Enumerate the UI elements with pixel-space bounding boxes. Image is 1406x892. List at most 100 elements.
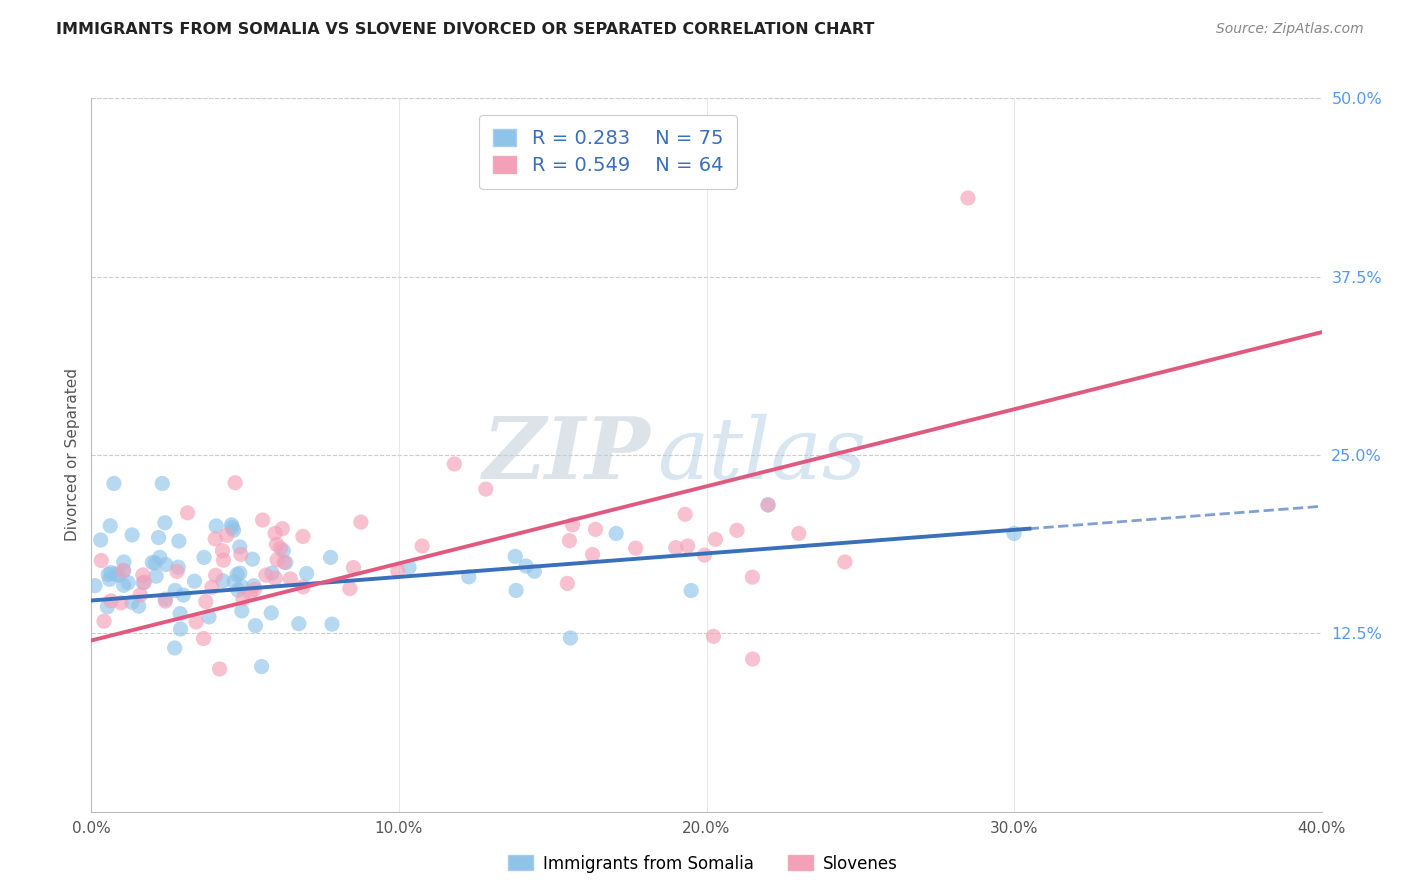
Point [673,508,696,522]
Point [560,631,582,645]
Point [557,576,579,591]
Point [169,607,191,621]
Point [224,475,246,490]
Point [193,550,215,565]
Point [278,572,301,586]
Point [457,570,479,584]
Point [134,575,156,590]
Legend: R = 0.283    N = 75, R = 0.549    N = 64: R = 0.283 N = 75, R = 0.549 N = 64 [479,115,737,189]
Point [132,568,155,582]
Y-axis label: Divorced or Separated: Divorced or Separated [65,368,80,541]
Point [561,517,583,532]
Point [342,560,364,574]
Point [172,588,194,602]
Point [270,541,292,556]
Point [141,556,163,570]
Point [208,662,231,676]
Point [252,513,274,527]
Point [145,569,167,583]
Point [741,652,763,666]
Point [266,537,288,551]
Point [231,604,253,618]
Point [475,482,498,496]
Point [211,574,233,588]
Point [260,606,283,620]
Point [103,476,125,491]
Point [176,506,198,520]
Point [155,592,177,607]
Point [226,583,249,598]
Point [148,531,170,545]
Point [291,529,314,543]
Point [97,567,120,582]
Point [112,563,135,577]
Point [231,580,253,594]
Point [624,541,647,556]
Point [153,516,176,530]
Point [155,558,177,572]
Point [112,578,135,592]
Point [229,540,252,554]
Point [90,553,112,567]
Point [834,555,856,569]
Point [150,476,173,491]
Point [515,559,537,574]
Point [292,580,315,594]
Point [787,526,810,541]
Point [90,533,112,547]
Point [222,523,245,537]
Point [117,575,139,590]
Point [229,566,252,581]
Point [271,522,294,536]
Point [254,568,277,582]
Point [505,583,527,598]
Point [107,568,129,582]
Point [443,457,465,471]
Point [321,617,343,632]
Point [198,610,221,624]
Point [250,659,273,673]
Point [149,550,172,565]
Point [741,570,763,584]
Point [702,629,724,643]
Point [676,539,699,553]
Point [98,572,121,586]
Point [665,541,688,555]
Point [100,594,122,608]
Point [339,582,361,596]
Point [183,574,205,589]
Point [104,566,127,581]
Point [288,616,311,631]
Point [273,555,295,569]
Point [264,571,287,585]
Point [163,640,186,655]
Point [184,615,207,629]
Point [112,555,135,569]
Point [523,564,546,578]
Point [132,575,155,590]
Text: Source: ZipAtlas.com: Source: ZipAtlas.com [1216,22,1364,37]
Point [411,539,433,553]
Point [167,534,190,549]
Point [295,566,318,581]
Point [756,498,779,512]
Point [98,518,121,533]
Point [1002,526,1025,541]
Point [725,524,748,538]
Point [128,599,150,614]
Point [211,543,233,558]
Point [245,618,267,632]
Point [204,568,226,582]
Point [581,548,603,562]
Point [155,594,177,608]
Point [319,550,342,565]
Point [201,580,224,594]
Point [194,594,217,608]
Point [221,517,243,532]
Point [143,556,166,570]
Point [681,583,703,598]
Point [585,522,607,536]
Point [350,515,373,529]
Point [243,579,266,593]
Point [212,553,235,567]
